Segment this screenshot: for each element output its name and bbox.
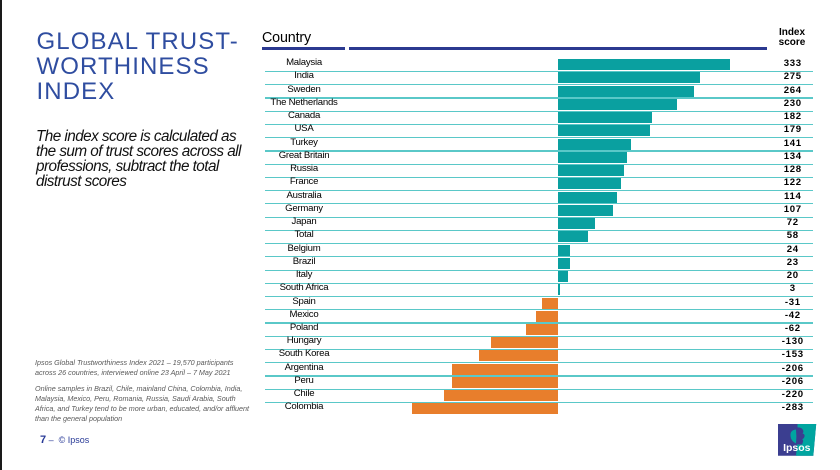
svg-text:Ipsos: Ipsos: [783, 442, 811, 454]
